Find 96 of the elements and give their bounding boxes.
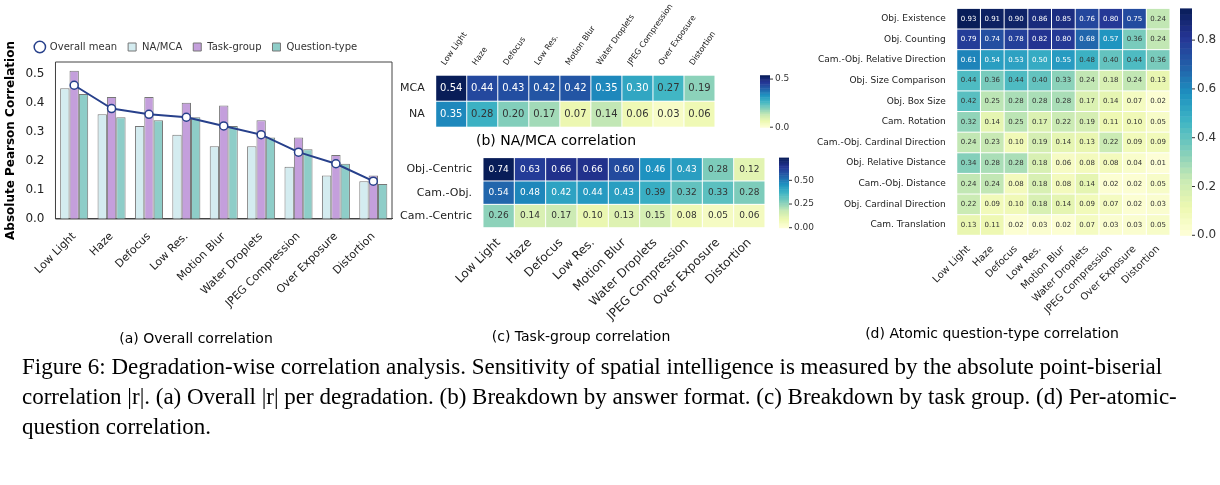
data-label: 0.12 — [739, 163, 760, 174]
point — [144, 109, 154, 120]
data-label: 0.14 — [595, 107, 618, 119]
data-label: 0.27 — [657, 81, 680, 93]
data-label: 0.42 — [551, 187, 572, 197]
point — [106, 103, 117, 114]
data-label: 0.54 — [488, 187, 509, 197]
y-tick-label: 0.2 — [25, 152, 45, 167]
data-label: 0.66 — [582, 163, 603, 174]
y-tick-label: MCA — [399, 81, 426, 95]
y-tick-label: 0.4 — [25, 94, 45, 109]
legend-label: Overall mean — [49, 40, 118, 52]
data-label: 0.20 — [502, 107, 525, 119]
y-tick-label: Obj. Cardinal Direction — [843, 198, 946, 209]
y-tick-label: NA — [408, 107, 426, 121]
data-label: 0.35 — [440, 107, 463, 119]
y-tick-label: Obj. Size Comparison — [849, 74, 946, 85]
data-label: 0.35 — [595, 81, 618, 93]
y-tick-label: Cam.-Obj. Distance — [858, 178, 947, 189]
color-bar-label: 0.50 — [794, 174, 815, 185]
data-label: 0.44 — [471, 81, 494, 93]
data-label: 0.54 — [440, 81, 463, 93]
text: (a) Overall correlation — [119, 330, 273, 347]
data-label: 0.28 — [707, 163, 729, 174]
y-tick-label: Obj. Counting — [884, 33, 946, 44]
data-label: 0.10 — [582, 210, 603, 221]
color-bar-label: 0.8 — [1197, 32, 1217, 47]
color-bar-label: 0.00 — [794, 222, 815, 233]
y-tick-label: Obj.-Centric — [406, 162, 472, 176]
data-label: 0.06 — [688, 107, 711, 119]
data-label: 0.26 — [488, 210, 509, 221]
color-bar-label: 0.25 — [794, 198, 815, 209]
data-label: 0.06 — [626, 107, 649, 119]
data-label: 0.28 — [739, 187, 760, 197]
y-tick-label: Cam.-Centric — [399, 208, 472, 222]
legend-label: Task-group — [206, 40, 262, 52]
y-tick-label: Cam. Translation — [870, 219, 946, 230]
data-label: 0.42 — [533, 81, 556, 93]
data-label: 0.32 — [676, 187, 697, 197]
data-label: 0.74 — [488, 163, 509, 174]
legend-label: NA/MCA — [142, 40, 183, 52]
data-label: 0.03 — [657, 107, 680, 119]
data-label: 0.60 — [613, 163, 635, 174]
data-label: 0.39 — [645, 187, 666, 197]
color-bar-label: 0.4 — [1197, 129, 1217, 144]
data-label: 0.15 — [645, 210, 666, 221]
color-bar-label: 0.0 — [1197, 227, 1217, 242]
data-label: 0.06 — [739, 210, 760, 221]
y-tick-label: Obj. Existence — [881, 13, 947, 24]
point — [331, 159, 341, 169]
data-label: 0.17 — [533, 107, 556, 119]
data-label: 0.05 — [707, 210, 729, 221]
y-tick-label: Cam.-Obj. Relative Direction — [817, 54, 946, 65]
point — [69, 80, 79, 91]
color-bar-label: 0.2 — [1197, 178, 1217, 193]
data-label: 0.19 — [688, 81, 711, 93]
data-label: 0.28 — [471, 107, 494, 119]
data-label: 0.43 — [502, 81, 525, 93]
color-bar-label: 0.0 — [775, 121, 790, 132]
y-tick-label: 0.1 — [25, 182, 45, 197]
data-label: 0.66 — [551, 163, 572, 174]
data-label: 0.42 — [564, 81, 587, 93]
data-label: 0.17 — [551, 210, 572, 221]
data-label: 0.13 — [613, 210, 634, 221]
data-label: 0.44 — [582, 187, 603, 197]
y-tick-label: 0.5 — [25, 65, 45, 80]
data-label: 0.08 — [676, 210, 697, 221]
data-label: 0.30 — [626, 81, 649, 93]
text: (d) Atomic question-type correlation — [865, 325, 1119, 342]
y-tick-label: Cam.-Obj. Cardinal Direction — [816, 136, 946, 147]
caption: Figure 6: Degradation-wise correlation analysis. Sensitivity of spatial intelligence is measured by the absolute point-biserial correlation |r|. (a) Overall |r| per degradation. (b) Breakdown by answer format. (c) Breakdown by task group. (d) Per-atomic-question correlation. — [22, 353, 1178, 441]
data-label: 0.33 — [707, 187, 729, 197]
text: (c) Task-group correlation — [491, 328, 671, 345]
color-bar-label: 0.6 — [1197, 81, 1217, 96]
y-tick-label: Cam. Rotation — [881, 116, 946, 127]
legend-label: Question-type — [286, 40, 358, 52]
point — [368, 176, 379, 186]
y-tick-label: Obj. Relative Distance — [846, 157, 947, 168]
y-tick-label: 0.0 — [25, 211, 45, 226]
data-label: 0.46 — [645, 163, 666, 174]
data-label: 0.43 — [613, 187, 634, 197]
point — [256, 129, 266, 140]
data-label: 0.07 — [564, 107, 587, 119]
y-tick-label: Obj. Box Size — [886, 95, 947, 106]
y-tick-label: 0.3 — [25, 123, 45, 138]
data-label: 0.14 — [519, 210, 541, 221]
point — [181, 112, 192, 122]
point — [293, 147, 304, 157]
point — [218, 121, 229, 131]
data-label: 0.48 — [519, 187, 541, 197]
text: (b) NA/MCA correlation — [475, 132, 637, 149]
y-axis-title: Absolute Pearson Correlation — [3, 41, 18, 240]
y-tick-label: Cam.-Obj. — [416, 185, 472, 199]
data-label: 0.63 — [519, 163, 540, 174]
data-label: 0.43 — [676, 163, 697, 174]
color-bar-label: 0.5 — [775, 73, 790, 84]
